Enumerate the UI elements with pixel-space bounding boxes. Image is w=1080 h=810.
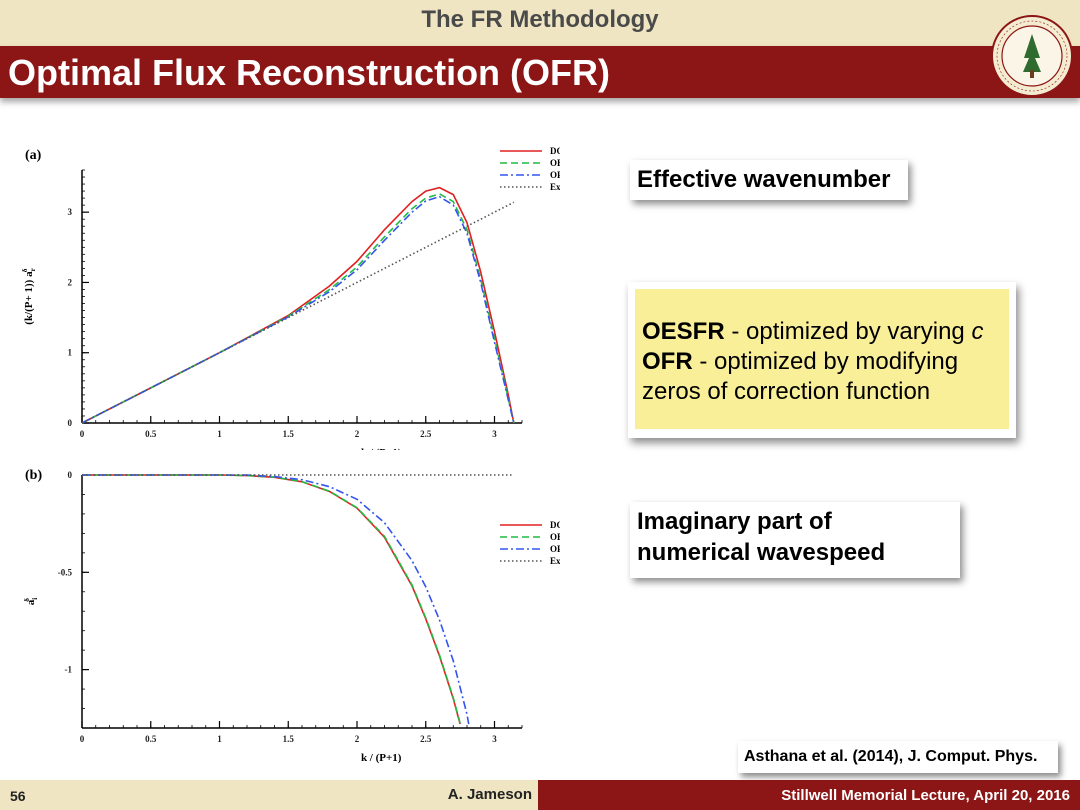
y-tick-label: -1 — [65, 665, 73, 675]
x-tick-label: 1 — [217, 734, 222, 744]
x-axis-label: k / (P+1) — [361, 447, 402, 450]
x-tick-label: 2 — [355, 429, 360, 439]
y-axis-label: (k/(P+ 1)) arδ — [21, 268, 37, 324]
effective-wavenumber-label: Effective wavenumber — [637, 166, 891, 193]
legend-label: OESFR — [550, 532, 560, 542]
x-tick-label: 2.5 — [420, 429, 432, 439]
y-tick-label: 3 — [68, 207, 73, 217]
x-tick-label: 0 — [80, 734, 85, 744]
optimization-note: OESFR - optimized by varying c OFR - opt… — [628, 282, 1016, 438]
legend-label: DG via FR — [550, 146, 560, 156]
note-oesfr-term: OESFR — [642, 318, 725, 345]
note-oesfr-text: - optimized by varying — [724, 318, 972, 345]
effective-wavenumber-callout: Effective wavenumber — [630, 160, 908, 200]
slide-title: Optimal Flux Reconstruction (OFR) — [8, 52, 611, 93]
legend-label: DG via FR — [550, 520, 560, 530]
y-tick-label: 1 — [68, 348, 73, 358]
x-tick-label: 0 — [80, 429, 85, 439]
legend-label: OFR — [550, 170, 560, 180]
x-tick-label: 2 — [355, 734, 360, 744]
x-tick-label: 0.5 — [145, 734, 157, 744]
legend-label: Exact — [550, 182, 560, 192]
panel-label: (a) — [25, 148, 42, 163]
y-axis-label-subscript: r — [29, 268, 37, 271]
y-axis-label-superscript: δ — [21, 268, 29, 272]
optimization-note-body: OESFR - optimized by varying c OFR - opt… — [635, 289, 1009, 429]
effective-wavenumber-chart: 0 0.5 1 1.5 2 2.5 3 0 1 2 3 k / (P+1) (k/(P+ 1)) arδ… — [21, 146, 560, 450]
note-ofr-text: - optimized by modifying — [692, 348, 959, 375]
author: A. Jameson — [447, 786, 532, 803]
page-number: 56 — [10, 788, 26, 804]
series-line-exact — [81, 201, 515, 424]
imaginary-label-line1: Imaginary part of — [637, 508, 832, 535]
x-tick-label: 1.5 — [283, 734, 295, 744]
footer-right: Stillwell Memorial Lecture, April 20, 20… — [538, 780, 1080, 810]
note-ofr-term: OFR — [642, 348, 693, 375]
y-tick-label: 0 — [68, 418, 73, 428]
y-tick-label: 2 — [68, 277, 73, 287]
footer-left: 56 A. Jameson — [0, 780, 538, 810]
x-axis-label: k / (P+1) — [361, 752, 402, 764]
section-title: The FR Methodology — [421, 6, 659, 33]
y-axis-label-superscript: δ — [23, 598, 31, 602]
x-tick-label: 1 — [217, 429, 222, 439]
venue: Stillwell Memorial Lecture, April 20, 20… — [781, 787, 1070, 804]
legend-label: OESFR — [550, 158, 560, 168]
x-tick-label: 0.5 — [145, 429, 157, 439]
x-tick-label: 3 — [492, 429, 497, 439]
legend-label: OFR — [550, 544, 560, 554]
x-tick-label: 3 — [492, 734, 497, 744]
imaginary-wavespeed-callout: Imaginary part of numerical wavespeed — [630, 502, 960, 578]
y-axis-label-subscript: i — [31, 598, 39, 600]
panel-label: (b) — [25, 468, 42, 483]
x-tick-label: 2.5 — [420, 734, 432, 744]
series-line-dg-via-fr — [81, 186, 515, 424]
legend-label: Exact — [550, 556, 560, 566]
x-tick-label: 1.5 — [283, 429, 295, 439]
note-oesfr-variable: c — [971, 318, 984, 345]
note-line-ofr: OFR - optimized by modifying — [642, 348, 958, 376]
series-line-dg-via-fr — [82, 474, 461, 725]
citation: Asthana et al. (2014), J. Comput. Phys. — [738, 741, 1058, 773]
imaginary-label-line2: numerical wavespeed — [637, 539, 886, 566]
y-tick-label: 0 — [68, 470, 73, 480]
series-line-oesfr — [82, 474, 461, 724]
y-tick-label: -0.5 — [58, 567, 73, 577]
note-line-zeros: zeros of correction function — [642, 378, 931, 405]
series-line-ofr — [82, 474, 470, 725]
y-axis-label: aiδ — [23, 598, 39, 606]
imaginary-wavespeed-chart: 0 0.5 1 1.5 2 2.5 3 0 -0.5 -1 k / (P+1) aiδ (b) DG vi… — [23, 468, 560, 764]
title-bar: Optimal Flux Reconstruction (OFR) — [0, 46, 1080, 98]
section-header-bar: The FR Methodology — [0, 0, 1080, 46]
university-seal-logo — [991, 15, 1073, 97]
note-line-oesfr: OESFR - optimized by varying c — [642, 318, 983, 346]
